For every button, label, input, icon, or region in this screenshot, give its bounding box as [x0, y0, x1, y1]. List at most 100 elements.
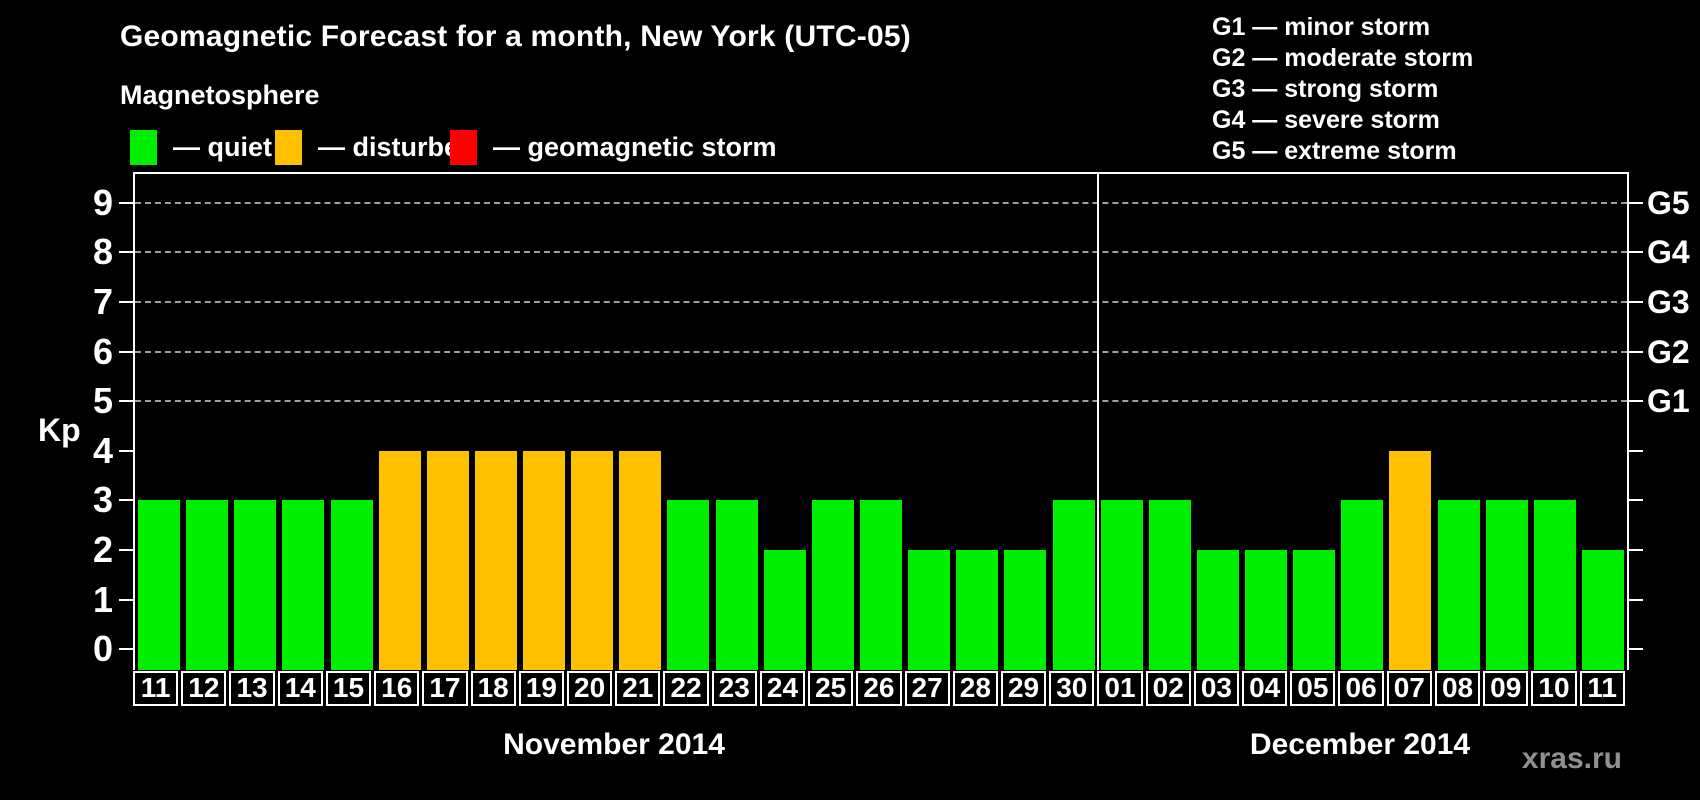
day-label-cell: 16 [374, 671, 420, 706]
kp-bar-day-09 [1485, 500, 1528, 670]
kp-bar-day-16 [378, 450, 421, 670]
day-label-cell: 15 [325, 671, 372, 706]
kp-bar-day-30 [1052, 500, 1095, 670]
kp-bar-day-17 [426, 450, 469, 670]
kp-bar-day-12 [186, 500, 229, 670]
day-axis: 11 12 13 14 15 16 17 18 19 20 21 22 23 24 25 26 27 28 29 30… [133, 671, 1625, 706]
storm-scale-legend-line: G3 — strong storm [1212, 75, 1439, 103]
kp-bar-day-13 [234, 500, 277, 670]
storm-scale-legend-line: G1 — minor storm [1212, 13, 1431, 41]
legend-item: — disturbed [275, 130, 476, 165]
day-label-cell: 28 [952, 671, 998, 706]
kp-bar-day-22 [667, 500, 710, 670]
right-axis-tick [1629, 300, 1643, 303]
month-label-november: November 2014 [503, 728, 725, 761]
day-label-cell: 22 [663, 671, 709, 706]
kp-bar-day-07 [1389, 450, 1432, 670]
legend-item: — geomagnetic storm [450, 130, 777, 165]
day-label-cell: 24 [759, 671, 806, 706]
y-tick-label: 3 [92, 479, 113, 521]
kp-bar-day-24 [763, 549, 806, 670]
right-axis-tick [1629, 449, 1643, 452]
month-divider [1096, 174, 1099, 670]
right-axis-tick [1629, 251, 1643, 254]
legend-color-swatch [275, 130, 302, 165]
right-axis-tick [1629, 548, 1643, 551]
g-scale-axis-label: G3 [1647, 283, 1690, 320]
magnetosphere-legend-heading: Magnetosphere [120, 80, 320, 110]
legend-item-label: — geomagnetic storm [493, 132, 777, 162]
gridline-kp-7 [135, 300, 1627, 303]
y-axis-tick [119, 449, 133, 452]
y-axis-tick [119, 598, 133, 601]
y-tick-label: 4 [92, 429, 113, 471]
gridline-kp-6 [135, 350, 1627, 353]
legend-color-swatch [130, 130, 157, 165]
kp-bar-day-04 [1245, 549, 1288, 670]
right-axis-tick [1629, 598, 1643, 601]
kp-bar-day-21 [619, 450, 662, 670]
kp-bar-day-29 [1004, 549, 1047, 670]
kp-bar-day-05 [1293, 549, 1336, 670]
day-label-cell: 20 [566, 671, 613, 706]
y-axis-tick [119, 548, 133, 551]
day-label-cell: 11 [133, 671, 179, 706]
y-tick-label: 0 [92, 628, 113, 670]
day-label-cell: 05 [1290, 671, 1336, 706]
kp-bar-day-03 [1196, 549, 1239, 670]
y-axis-tick [119, 251, 133, 254]
day-label-cell: 14 [277, 671, 323, 706]
kp-bar-day-27 [908, 549, 951, 670]
month-label-december: December 2014 [1249, 728, 1471, 761]
right-axis-tick [1629, 499, 1643, 502]
plot-area: 0 1 2 3 4 5 6 7 8 9 G1 G2 G3 G4 G5 [93, 172, 1690, 670]
kp-bar-day-11 [138, 500, 181, 670]
g-scale-axis-label: G1 [1647, 383, 1690, 420]
y-axis-tick [119, 648, 133, 651]
kp-bar-day-11 [1581, 549, 1624, 670]
storm-scale-legend-line: G4 — severe storm [1212, 106, 1440, 134]
kp-bar-day-06 [1341, 500, 1384, 670]
day-label-cell: 27 [904, 671, 950, 706]
y-tick-label: 1 [92, 578, 113, 620]
kp-bar-day-26 [860, 500, 902, 670]
storm-scale-legend-line: G2 — moderate storm [1212, 44, 1474, 72]
day-label-cell: 25 [808, 671, 854, 706]
day-label-cell: 02 [1145, 671, 1191, 706]
day-label-cell: 12 [181, 671, 227, 706]
day-label-cell: 08 [1434, 671, 1481, 706]
y-tick-label: 2 [92, 528, 113, 570]
y-axis-tick [119, 300, 133, 303]
magnetosphere-legend: — quiet — disturbed — geomagnetic storm [0, 130, 1700, 170]
day-label-cell: 07 [1386, 671, 1432, 706]
y-axis-tick [119, 201, 133, 204]
day-label-cell: 30 [1049, 671, 1095, 706]
storm-scale-legend: G1 — minor storm G2 — moderate storm G3 — … [1212, 12, 1473, 167]
kp-bar-day-28 [956, 549, 999, 670]
gridline-kp-5 [135, 400, 1627, 403]
y-tick-label: 6 [92, 330, 113, 372]
day-label-cell: 09 [1483, 671, 1529, 706]
kp-bar-day-01 [1100, 500, 1143, 670]
storm-scale-legend-line: G5 — extreme storm [1212, 137, 1457, 165]
gridline-kp-9 [135, 201, 1627, 204]
day-label-cell: 13 [229, 671, 275, 706]
y-tick-label: 7 [92, 280, 113, 322]
kp-bar-day-23 [715, 500, 758, 670]
kp-bar-day-08 [1437, 500, 1480, 670]
kp-bar-day-19 [523, 450, 566, 670]
y-axis-tick [119, 400, 133, 403]
chart-title: Geomagnetic Forecast for a month, New Yo… [120, 20, 911, 53]
day-label-cell: 11 [1579, 671, 1625, 706]
day-label-cell: 17 [422, 671, 468, 706]
day-label-cell: 19 [518, 671, 564, 706]
day-label-cell: 10 [1531, 671, 1577, 706]
right-axis-tick [1629, 400, 1643, 403]
y-axis-label: Kp [38, 412, 81, 448]
legend-color-swatch [450, 130, 477, 165]
day-label-cell: 03 [1193, 671, 1240, 706]
kp-bar-day-25 [811, 500, 854, 670]
day-label-cell: 23 [711, 671, 757, 706]
kp-bar-day-10 [1533, 500, 1576, 670]
right-axis-tick [1629, 201, 1643, 204]
